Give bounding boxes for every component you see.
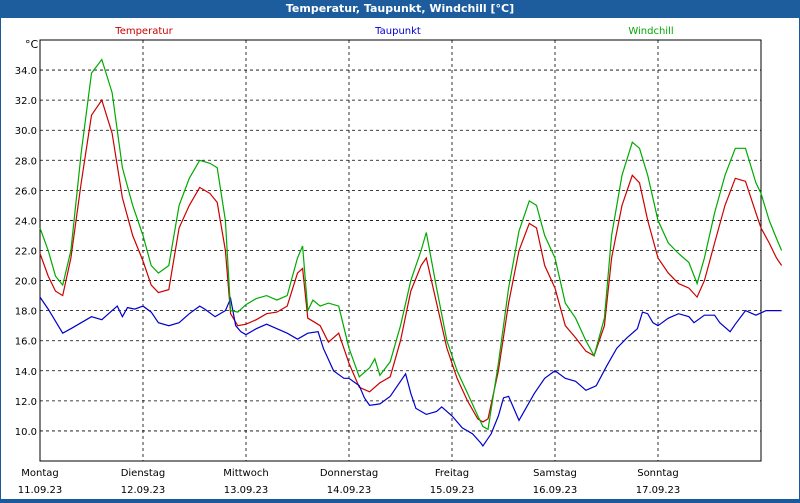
x-tick-day: Freitag bbox=[435, 468, 469, 479]
x-tick-date: 11.09.23 bbox=[18, 485, 63, 496]
x-tick-day: Mittwoch bbox=[223, 468, 268, 479]
y-tick-label: 20.0 bbox=[15, 277, 37, 288]
series-line-taupunkt bbox=[39, 296, 782, 448]
y-tick-label: 24.0 bbox=[15, 216, 37, 227]
x-axis-ticks: Montag 11.09.23 Dienstag 12.09.23 Mittwoch 13… bbox=[18, 468, 681, 496]
y-tick-label: 22.0 bbox=[15, 247, 37, 258]
window-title: Temperatur, Taupunkt, Windchill [°C] bbox=[0, 0, 800, 18]
x-tick-date: 15.09.23 bbox=[430, 485, 475, 496]
x-tick-date: 14.09.23 bbox=[327, 485, 372, 496]
y-tick-label: 18.0 bbox=[15, 307, 37, 318]
x-tick-date: 16.09.23 bbox=[533, 485, 578, 496]
y-tick-label: 12.0 bbox=[15, 397, 37, 408]
legend-windchill: Windchill bbox=[628, 26, 673, 37]
legend: Temperatur Taupunkt Windchill bbox=[114, 26, 673, 37]
series-lines bbox=[39, 58, 783, 448]
chart-canvas: 10.0 12.0 14.0 16.0 18.0 20.0 22.0 24.0 26.0 28.0… bbox=[1, 18, 799, 499]
y-tick-label: 10.0 bbox=[15, 427, 37, 438]
y-tick-label: 28.0 bbox=[15, 156, 37, 167]
series-line-temperatur bbox=[39, 98, 783, 423]
y-tick-label: 34.0 bbox=[15, 66, 37, 77]
series-line-windchill bbox=[39, 58, 783, 431]
legend-temperatur: Temperatur bbox=[114, 26, 173, 37]
x-tick-date: 17.09.23 bbox=[636, 485, 681, 496]
plot-area bbox=[39, 39, 762, 462]
x-tick-day: Dienstag bbox=[121, 468, 166, 479]
y-tick-label: 16.0 bbox=[15, 337, 37, 348]
y-axis-ticks: 10.0 12.0 14.0 16.0 18.0 20.0 22.0 24.0 26.0 28.0… bbox=[15, 66, 37, 438]
x-tick-day: Montag bbox=[21, 468, 58, 479]
y-tick-label: 32.0 bbox=[15, 96, 37, 107]
x-tick-day: Samstag bbox=[533, 468, 577, 479]
x-tick-day: Donnerstag bbox=[320, 468, 378, 479]
legend-taupunkt: Taupunkt bbox=[374, 26, 421, 37]
y-axis-label: °C bbox=[25, 38, 39, 51]
y-tick-label: 14.0 bbox=[15, 367, 37, 378]
x-tick-date: 12.09.23 bbox=[121, 485, 166, 496]
x-tick-date: 13.09.23 bbox=[224, 485, 269, 496]
grid-lines bbox=[40, 40, 761, 461]
y-tick-label: 26.0 bbox=[15, 186, 37, 197]
weather-chart: 10.0 12.0 14.0 16.0 18.0 20.0 22.0 24.0 26.0 28.0… bbox=[15, 26, 783, 496]
y-tick-label: 30.0 bbox=[15, 126, 37, 137]
x-tick-day: Sonntag bbox=[637, 468, 679, 479]
